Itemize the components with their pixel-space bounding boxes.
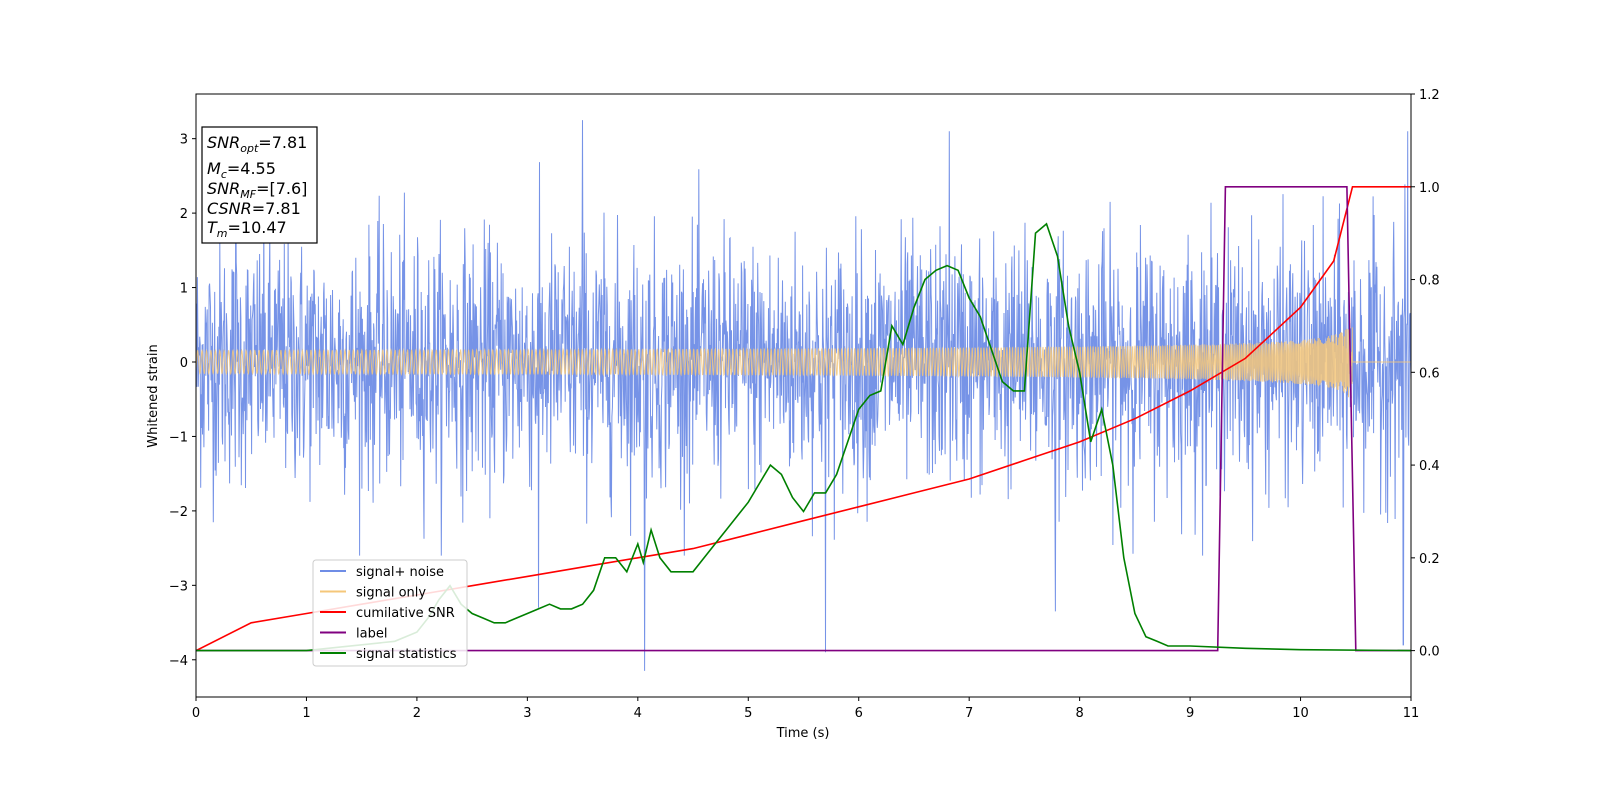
tm-annotation: Tm=10.47 xyxy=(207,218,287,240)
plot-frame xyxy=(195,93,1412,698)
y2-tick-label: 0.0 xyxy=(1419,645,1440,660)
axes: 0 1 2 3 4 5 6 7 8 9 10 11 −4 −3 −2 −1 0 1 2 3 0.0 0.2 0.4 0.6 0.… xyxy=(169,88,1440,721)
x-tick-label: 7 xyxy=(965,706,973,721)
x-tick-label: 3 xyxy=(523,706,531,721)
y2-tick-label: 0.6 xyxy=(1419,366,1440,381)
y-tick-label: −2 xyxy=(169,505,188,520)
csnr-annotation: CSNR=7.81 xyxy=(207,199,301,218)
y2-tick-label: 0.4 xyxy=(1419,459,1440,474)
x-axis-label: Time (s) xyxy=(776,726,830,741)
snr-mf-annotation: SNRMF=[7.6] xyxy=(207,179,307,201)
x-tick-label: 4 xyxy=(634,706,642,721)
stats-annotation-box: SNRopt=7.81 Mc=4.55 SNRMF=[7.6] CSNR=7.8… xyxy=(201,126,318,244)
x-tick-label: 2 xyxy=(413,706,421,721)
y2-tick-label: 0.2 xyxy=(1419,552,1440,567)
series-signal-statistics-line xyxy=(196,222,1411,652)
x-tick-label: 9 xyxy=(1186,706,1194,721)
legend-label-signal-only: signal only xyxy=(356,586,426,601)
y-tick-label: 0 xyxy=(180,356,188,371)
y-tick-label: 3 xyxy=(180,133,188,148)
y-axis-label: Whitened strain xyxy=(146,344,161,447)
x-tick-label: 11 xyxy=(1403,706,1420,721)
legend-label-cumilative-snr: cumilative SNR xyxy=(356,606,455,621)
x-tick-label: 8 xyxy=(1075,706,1083,721)
y2-tick-label: 1.0 xyxy=(1419,181,1440,196)
y2-tick-label: 1.2 xyxy=(1419,88,1440,103)
x-tick-label: 6 xyxy=(855,706,863,721)
legend-label-label: label xyxy=(356,627,387,642)
x-tick-label: 1 xyxy=(302,706,310,721)
x-tick-label: 5 xyxy=(744,706,752,721)
y-tick-label: −4 xyxy=(169,654,188,669)
x-tick-label: 10 xyxy=(1292,706,1309,721)
y-tick-label: 1 xyxy=(180,282,188,297)
y2-tick-label: 0.8 xyxy=(1419,274,1440,289)
y-tick-label: 2 xyxy=(180,207,188,222)
legend: signal+ noise signal only cumilative SNR la… xyxy=(312,559,468,667)
legend-label-signal-statistics: signal statistics xyxy=(356,647,457,662)
y-tick-label: −3 xyxy=(169,579,188,594)
snr-opt-annotation: SNRopt=7.81 xyxy=(207,133,307,155)
legend-label-signal-noise: signal+ noise xyxy=(356,565,444,580)
series-signal-only-line xyxy=(196,327,1411,398)
mc-annotation: Mc=4.55 xyxy=(207,159,276,181)
y-tick-label: −1 xyxy=(169,430,188,445)
x-tick-label: 0 xyxy=(192,706,200,721)
